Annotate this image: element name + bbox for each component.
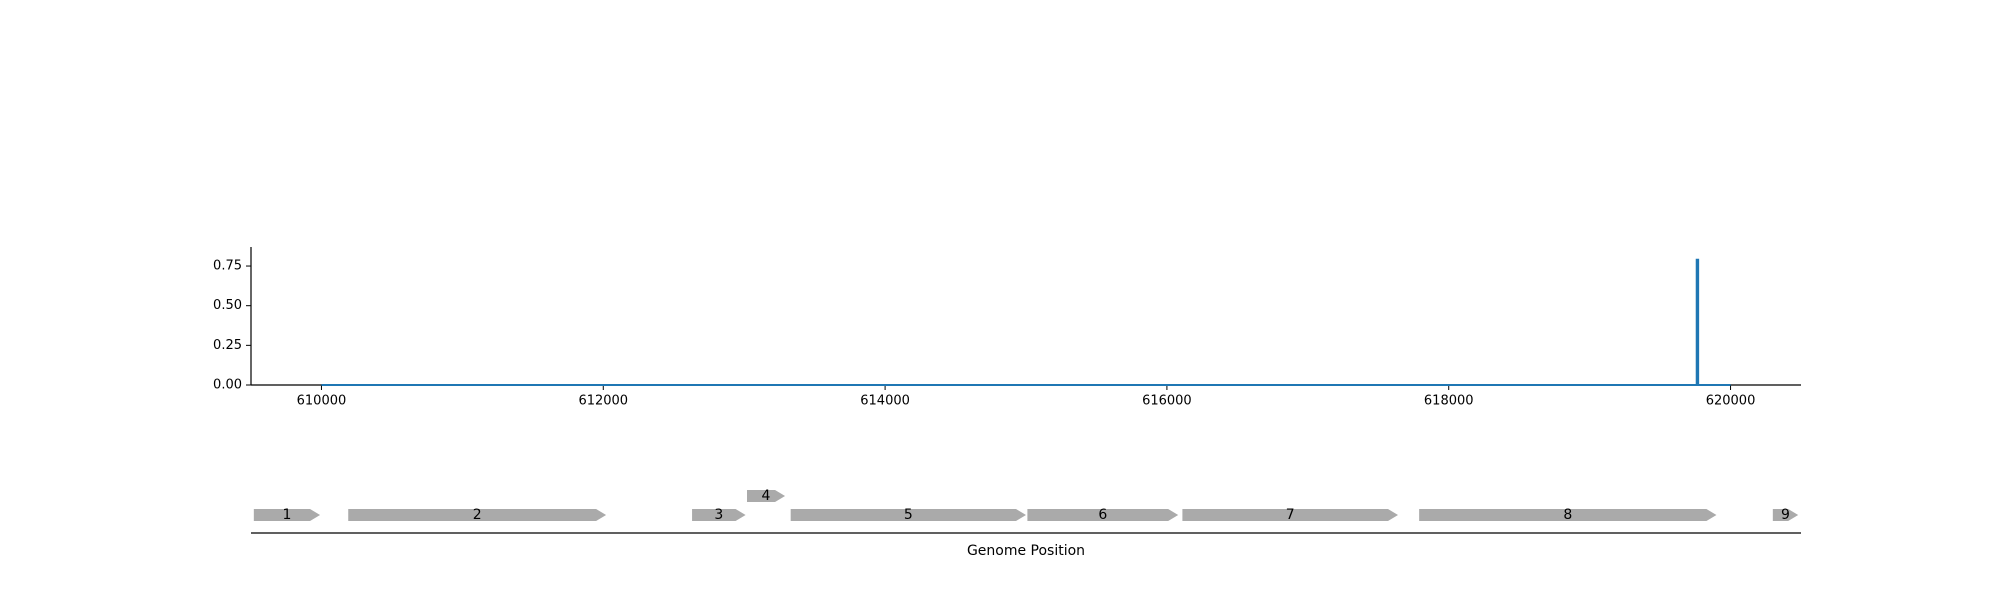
gene-label: 4 — [762, 488, 771, 504]
y-tick-label: 0.50 — [213, 298, 242, 313]
coverage-series-line — [321, 258, 1731, 386]
x-tick-label: 612000 — [578, 394, 628, 409]
gene-map-x-label: Genome Position — [967, 543, 1085, 559]
gene-label: 7 — [1286, 507, 1295, 523]
gene-label: 6 — [1098, 507, 1107, 523]
gene-map: 1 2 3 4 5 6 7 8 9 Genome Position — [251, 488, 1801, 559]
gene-arrow — [253, 509, 321, 521]
series-layer — [321, 258, 1731, 386]
x-tick-label: 614000 — [860, 394, 910, 409]
x-tick-label: 618000 — [1424, 394, 1474, 409]
gene-label: 9 — [1781, 507, 1790, 523]
gene-arrow — [1027, 509, 1179, 521]
gene-arrow — [747, 490, 786, 502]
gene-arrow — [1182, 509, 1398, 521]
gene-label: 5 — [904, 507, 913, 523]
gene-arrow — [348, 509, 607, 521]
gene-features: 1 2 3 4 5 6 7 8 9 — [253, 488, 1799, 523]
gene-arrow — [1772, 509, 1799, 521]
gene-arrow — [790, 509, 1026, 521]
y-tick-label: 0.25 — [213, 338, 242, 353]
x-tick-label: 620000 — [1706, 394, 1756, 409]
y-tick-label: 0.00 — [213, 378, 242, 393]
coverage-plot: 610000 612000 614000 616000 618000 620000 0.00… — [213, 247, 1801, 409]
gene-arrow — [692, 509, 746, 521]
axis-ticks: 610000 612000 614000 616000 618000 620000 0.00… — [213, 259, 1755, 409]
x-tick-label: 610000 — [297, 394, 347, 409]
gene-arrow — [1419, 509, 1717, 521]
gene-label: 8 — [1563, 507, 1572, 523]
gene-label: 3 — [714, 507, 723, 523]
gene-label: 2 — [473, 507, 482, 523]
y-tick-label: 0.75 — [213, 259, 242, 274]
x-tick-label: 616000 — [1142, 394, 1192, 409]
gene-label: 1 — [282, 507, 291, 523]
